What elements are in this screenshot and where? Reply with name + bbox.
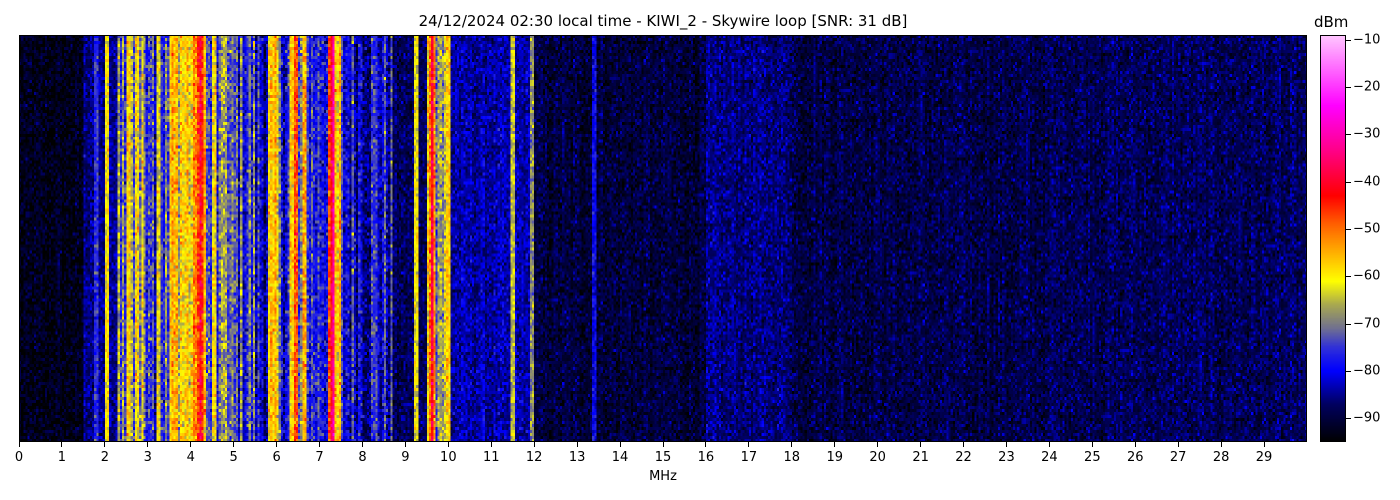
x-tick-mark (276, 442, 278, 447)
x-tick-mark (190, 442, 192, 447)
x-tick-label: 21 (912, 450, 929, 465)
x-tick-mark (490, 442, 492, 447)
x-tick-mark (705, 442, 707, 447)
colorbar-tick-mark (1346, 371, 1351, 372)
x-tick-mark (834, 442, 836, 447)
x-tick-label: 5 (229, 450, 238, 465)
x-tick-mark (404, 442, 406, 447)
x-tick-label: 8 (358, 450, 367, 465)
x-tick-label: 14 (611, 450, 629, 465)
x-tick-mark (1005, 442, 1007, 447)
x-tick-mark (18, 442, 20, 447)
x-tick-label: 4 (186, 450, 195, 465)
x-axis-label: MHz (649, 469, 677, 484)
x-tick-mark (1177, 442, 1179, 447)
colorbar-tick-label: −80 (1353, 363, 1381, 379)
colorbar (1320, 35, 1346, 442)
colorbar-tick-label: −70 (1353, 316, 1381, 332)
x-tick-label: 1 (57, 450, 67, 465)
x-tick-mark (1263, 442, 1265, 447)
x-tick-label: 9 (401, 450, 410, 465)
x-tick-label: 10 (440, 450, 457, 465)
colorbar-tick-label: −40 (1353, 174, 1381, 190)
colorbar-tick-mark (1346, 87, 1351, 89)
x-tick-label: 24 (1041, 450, 1058, 465)
x-tick-label: 25 (1084, 450, 1101, 465)
colorbar-tick-label: −20 (1353, 79, 1381, 95)
x-tick-label: 12 (525, 450, 543, 465)
x-tick-mark (533, 442, 535, 447)
colorbar-tick-mark (1346, 229, 1351, 231)
x-tick-mark (619, 442, 621, 447)
x-tick-label: 11 (482, 450, 500, 465)
colorbar-tick-label: −10 (1353, 32, 1381, 48)
x-tick-mark (447, 442, 449, 447)
x-tick-mark (319, 442, 321, 447)
x-tick-label: 26 (1126, 450, 1144, 465)
x-tick-mark (791, 442, 793, 447)
colorbar-tick-mark (1346, 323, 1351, 325)
x-tick-label: 29 (1255, 450, 1273, 465)
x-tick-mark (147, 442, 149, 447)
x-tick-label: 15 (654, 450, 672, 465)
colorbar-tick-label: −90 (1353, 410, 1381, 426)
x-tick-label: 7 (315, 450, 324, 465)
x-tick-mark (1134, 442, 1136, 447)
colorbar-tick-mark (1346, 181, 1351, 183)
colorbar-label: dBm (1314, 13, 1349, 31)
x-tick-mark (662, 442, 664, 447)
x-tick-mark (576, 442, 578, 447)
x-tick-mark (963, 442, 965, 447)
x-tick-mark (233, 442, 235, 447)
x-tick-label: 19 (826, 450, 843, 465)
x-tick-mark (748, 442, 750, 447)
x-tick-mark (1091, 442, 1093, 447)
x-tick-label: 17 (740, 450, 758, 465)
x-tick-label: 6 (272, 450, 281, 465)
x-tick-mark (877, 442, 879, 447)
x-tick-label: 18 (783, 450, 801, 465)
x-tick-label: 20 (869, 450, 886, 465)
spectrogram-heatmap (19, 35, 1307, 442)
colorbar-tick-mark (1346, 418, 1351, 420)
chart-title: 24/12/2024 02:30 local time - KIWI_2 - S… (418, 12, 908, 30)
x-tick-label: 3 (143, 450, 152, 465)
colorbar-tick-label: −50 (1353, 221, 1381, 237)
colorbar-tick-mark (1346, 134, 1351, 136)
x-tick-mark (104, 442, 106, 447)
colorbar-frame (1320, 35, 1346, 442)
x-tick-label: 13 (568, 450, 586, 465)
x-tick-label: 16 (697, 450, 715, 465)
colorbar-tick-mark (1346, 39, 1351, 41)
x-tick-mark (1220, 442, 1222, 447)
x-tick-label: 0 (14, 450, 24, 465)
x-tick-label: 28 (1212, 450, 1230, 465)
x-tick-label: 22 (955, 450, 972, 465)
x-tick-mark (361, 442, 363, 447)
x-tick-label: 2 (100, 450, 109, 465)
x-tick-label: 23 (998, 450, 1015, 465)
colorbar-tick-label: −60 (1353, 268, 1381, 284)
x-tick-label: 27 (1169, 450, 1187, 465)
x-tick-mark (1048, 442, 1050, 447)
colorbar-tick-label: −30 (1353, 126, 1381, 142)
x-tick-mark (920, 442, 922, 447)
x-tick-mark (61, 442, 63, 447)
colorbar-tick-mark (1346, 276, 1351, 278)
